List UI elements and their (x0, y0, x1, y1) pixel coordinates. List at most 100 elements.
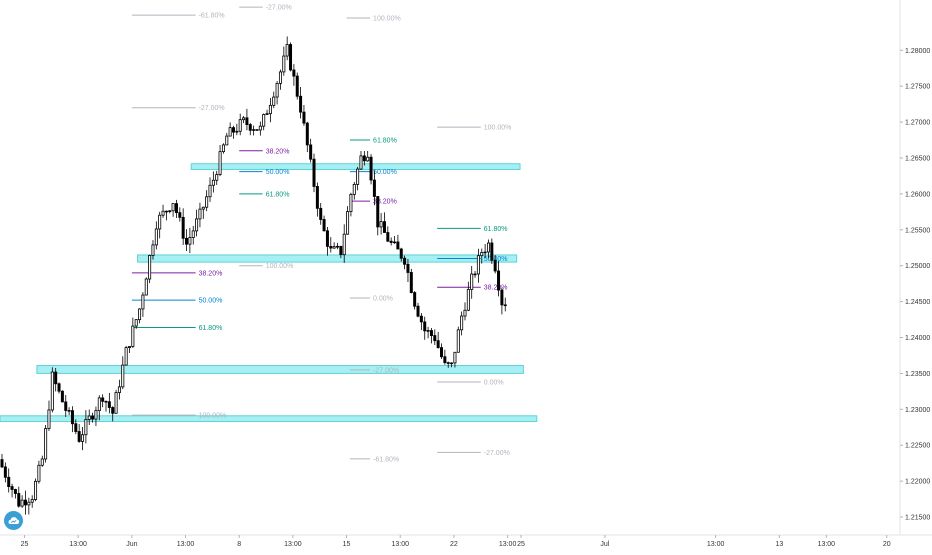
candle-body (218, 151, 222, 175)
tradingview-logo-icon[interactable] (4, 511, 23, 530)
candle-body (309, 144, 313, 160)
candle-body (205, 196, 209, 208)
candle-body (429, 330, 433, 336)
candle-body (131, 325, 135, 347)
price-tick-label: 1.22000 (905, 479, 930, 486)
candle-body (107, 401, 111, 408)
candle-body (201, 206, 205, 210)
candle-body (366, 156, 370, 162)
candle-body (325, 230, 329, 247)
time-tick-label: 20 (883, 541, 891, 548)
candle-body (154, 228, 158, 246)
time-tick-label: 25 (21, 541, 29, 548)
candle-body (497, 270, 501, 291)
price-tick-label: 1.22500 (905, 443, 930, 450)
candle-body (322, 219, 326, 232)
candle-body (342, 233, 346, 256)
candle-body (409, 272, 413, 293)
candle-body (225, 135, 229, 146)
candle-body (211, 179, 215, 186)
candle-body (389, 240, 393, 243)
fib-level-label: 38.20% (373, 199, 397, 206)
candle-body (198, 208, 202, 220)
candle-body (255, 129, 259, 131)
candle-body (352, 183, 356, 195)
price-tick-label: 1.24000 (905, 335, 930, 342)
candle-body (138, 308, 142, 321)
candle-body (188, 237, 192, 245)
fib-level-label: 50.00% (484, 256, 508, 263)
candle-body (164, 210, 168, 213)
candle-body (47, 409, 51, 429)
candle-body (60, 390, 64, 403)
candle-body (171, 203, 175, 212)
candle-body (319, 207, 323, 220)
fib-level-label: 61.80% (484, 226, 508, 233)
candle-body (248, 124, 252, 131)
candle-body (403, 257, 407, 265)
fib-level-label: 100.00% (266, 263, 294, 270)
candle-body (252, 129, 256, 131)
candle-body (386, 232, 390, 242)
fib-level-label: 38.20% (484, 285, 508, 292)
time-axis[interactable]: 25 13:00 Jun 13:00 8 13:00 15 13:00 22 13:00 25 Jul… (21, 535, 891, 548)
fib-level-label: 61.80% (266, 191, 290, 198)
candle-body (416, 305, 420, 317)
fib-level-label: 50.00% (199, 298, 223, 305)
candle-body (141, 294, 145, 310)
candle-body (13, 489, 17, 494)
fib-level-label: 50.00% (266, 169, 290, 176)
candle-body (275, 82, 279, 98)
candle-body (221, 144, 225, 153)
fib-level-label: 0.00% (484, 380, 504, 387)
candle-body (443, 356, 447, 364)
price-axis[interactable]: 1.28000 1.27500 1.27000 1.26500 1.26000 1.255… (900, 48, 930, 522)
time-tick-label: 13:00 (177, 541, 195, 548)
time-tick-label: Jun (126, 541, 137, 548)
candle-body (121, 364, 125, 388)
candle-body (292, 69, 296, 77)
candle-body (144, 278, 148, 296)
price-tick-label: 1.25500 (905, 227, 930, 234)
candle-body (191, 230, 195, 238)
candle-body (258, 125, 262, 131)
candle-body (268, 104, 272, 115)
candlestick-series (0, 36, 507, 515)
zone-band (0, 415, 538, 423)
candle-body (339, 245, 343, 256)
candle-body (476, 255, 480, 275)
time-tick-label: 13 (775, 541, 783, 548)
price-tick-label: 1.27000 (905, 120, 930, 127)
candle-body (359, 155, 363, 170)
candle-body (483, 251, 487, 254)
candle-body (335, 245, 339, 248)
price-tick-label: 1.23500 (905, 371, 930, 378)
candle-body (460, 315, 464, 331)
fibonacci-levels: -61.80% -27.00% 100.00% -27.00% 100.00% 61.80… (131, 5, 511, 463)
candle-body (466, 289, 470, 311)
time-tick-label: 13:00 (69, 541, 87, 548)
fib-level-label: 100.00% (199, 413, 227, 420)
candle-body (453, 351, 457, 364)
price-tick-label: 1.21500 (905, 515, 930, 522)
candle-body (282, 55, 286, 73)
candle-body (446, 362, 450, 364)
candle-body (500, 289, 504, 306)
time-tick-label: 8 (237, 541, 241, 548)
candle-body (70, 410, 74, 425)
candle-body (0, 459, 4, 468)
candle-body (332, 246, 336, 249)
time-tick-label: 13:00 (707, 541, 725, 548)
candle-body (470, 273, 474, 290)
candle-body (305, 122, 309, 146)
candle-body (265, 113, 269, 115)
candle-body (44, 428, 48, 460)
candle-body (473, 273, 477, 276)
fib-level-label: 61.80% (373, 138, 397, 145)
candle-body (94, 410, 98, 420)
candle-body (376, 196, 380, 228)
price-tick-label: 1.23000 (905, 407, 930, 414)
candle-body (124, 347, 128, 366)
